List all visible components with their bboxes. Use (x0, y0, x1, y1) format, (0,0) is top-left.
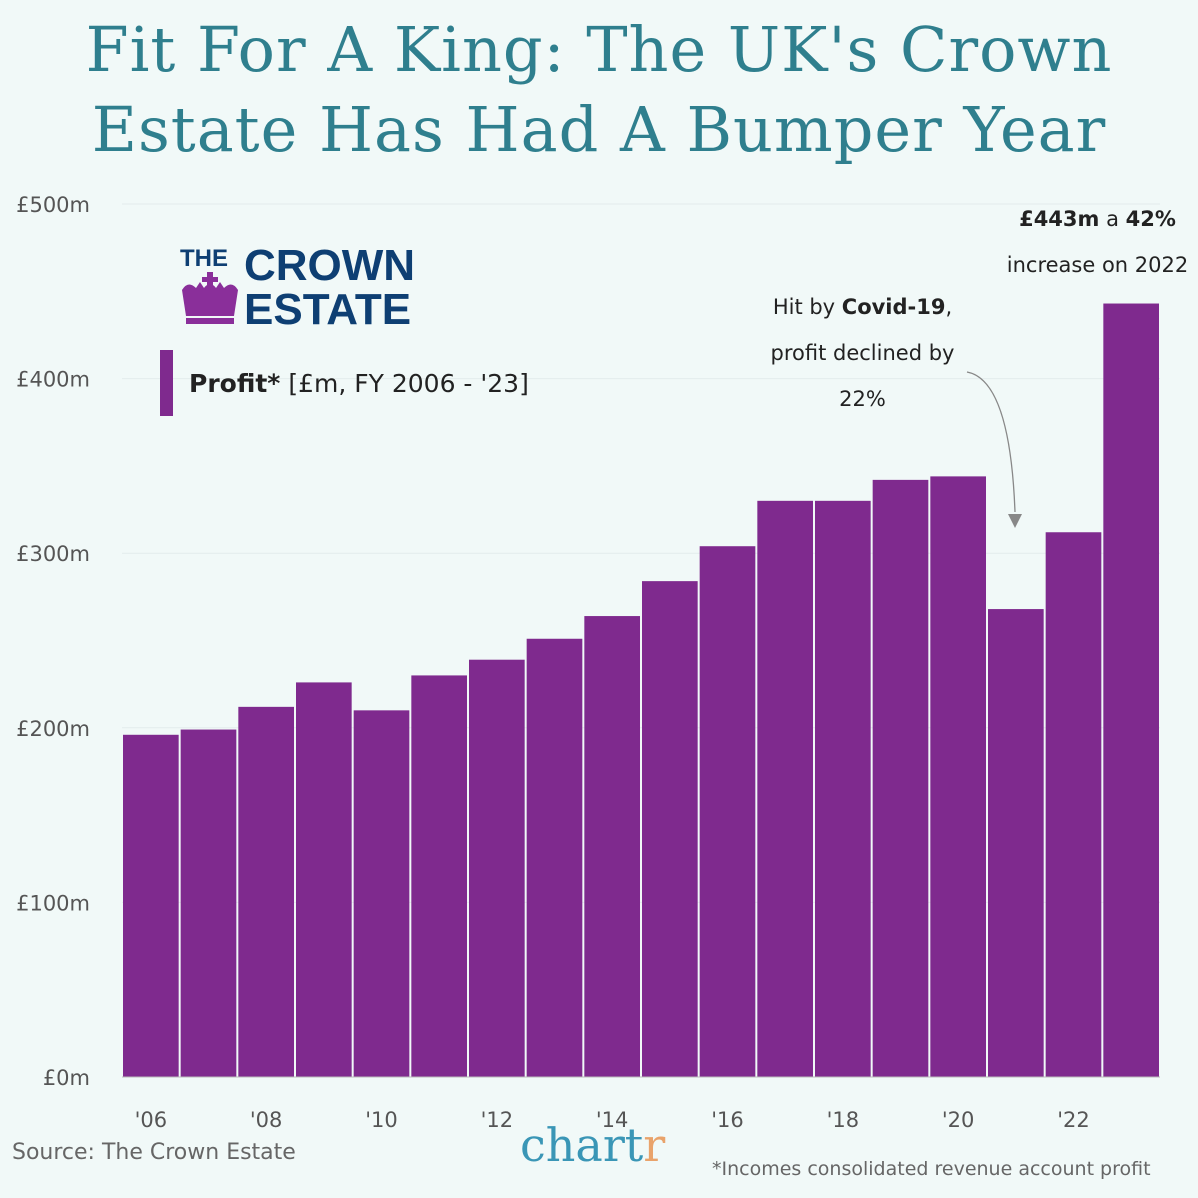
legend-swatch (160, 350, 173, 416)
logo-crown: CROWN (244, 242, 415, 290)
legend-series: Profit* (189, 368, 281, 398)
x-tick-label: '14 (596, 1108, 629, 1132)
bar-2019 (872, 479, 929, 1077)
x-tick-label: '20 (942, 1108, 975, 1132)
x-tick-label: '12 (481, 1108, 514, 1132)
ann-text: Hit by (772, 295, 842, 319)
legend: Profit* [£m, FY 2006 - '23] (160, 350, 529, 416)
bar-2014 (584, 616, 640, 1077)
x-tick-label: '10 (365, 1108, 398, 1132)
y-tick-label: £300m (16, 542, 90, 566)
source-note: Source: The Crown Estate (12, 1140, 296, 1165)
bar-2010 (353, 710, 410, 1077)
bar-2021 (988, 609, 1044, 1077)
crown-estate-logo: THE CROWN ESTATE (180, 242, 415, 328)
x-tick-label: '16 (711, 1108, 744, 1132)
y-tick-label: £400m (16, 368, 90, 392)
arrowhead-icon (1008, 514, 1022, 528)
chart-title: Fit For A King: The UK's Crown Estate Ha… (85, 13, 1113, 166)
logo-estate: ESTATE (244, 285, 411, 328)
bar-2018 (815, 500, 871, 1077)
y-tick-label: £100m (16, 891, 90, 915)
chartr-logo: chartr (520, 1118, 665, 1172)
bar-2013 (526, 638, 583, 1077)
covid-annotation: Hit by Covid-19, profit declined by 22% (750, 284, 975, 422)
ann-line2: increase on 2022 (1006, 253, 1189, 277)
x-tick-label: '06 (135, 1108, 168, 1132)
ann-line3: 22% (839, 387, 886, 411)
bar-2016 (699, 546, 756, 1077)
ann-text: a (1099, 207, 1126, 231)
y-tick-label: £0m (43, 1066, 90, 1090)
bar-2008 (238, 706, 294, 1077)
brand-main: chart (520, 1118, 644, 1172)
bar-2022 (1045, 532, 1102, 1077)
y-tick-label: £500m (16, 193, 90, 217)
x-tick-label: '22 (1057, 1108, 1090, 1132)
footnote: *Incomes consolidated revenue account pr… (712, 1158, 1151, 1180)
bar-2011 (411, 675, 467, 1077)
latest-annotation: £443m a 42% increase on 2022 (990, 196, 1198, 288)
brand-accent: r (643, 1118, 666, 1172)
ann-bold: Covid-19 (841, 295, 946, 319)
ann-text: , (945, 295, 953, 319)
bar-2015 (642, 581, 698, 1077)
bar-2020 (930, 476, 986, 1078)
x-tick-label: '08 (250, 1108, 283, 1132)
bar-2023 (1103, 303, 1159, 1078)
annotation-arrow (966, 371, 1016, 513)
bar-2006 (123, 734, 179, 1077)
legend-unit: [£m, FY 2006 - '23] (288, 368, 529, 398)
bar-2007 (180, 729, 237, 1077)
crown-icon (182, 272, 238, 324)
bar-2017 (757, 500, 813, 1077)
y-tick-label: £200m (16, 717, 90, 741)
bar-2012 (469, 659, 525, 1077)
ann-bold: 42% (1125, 207, 1176, 231)
x-tick-label: '18 (827, 1108, 860, 1132)
bar-2009 (296, 682, 352, 1077)
ann-bold: £443m (1019, 207, 1100, 231)
logo-the: THE (180, 245, 228, 272)
ann-line2: profit declined by (770, 341, 955, 365)
